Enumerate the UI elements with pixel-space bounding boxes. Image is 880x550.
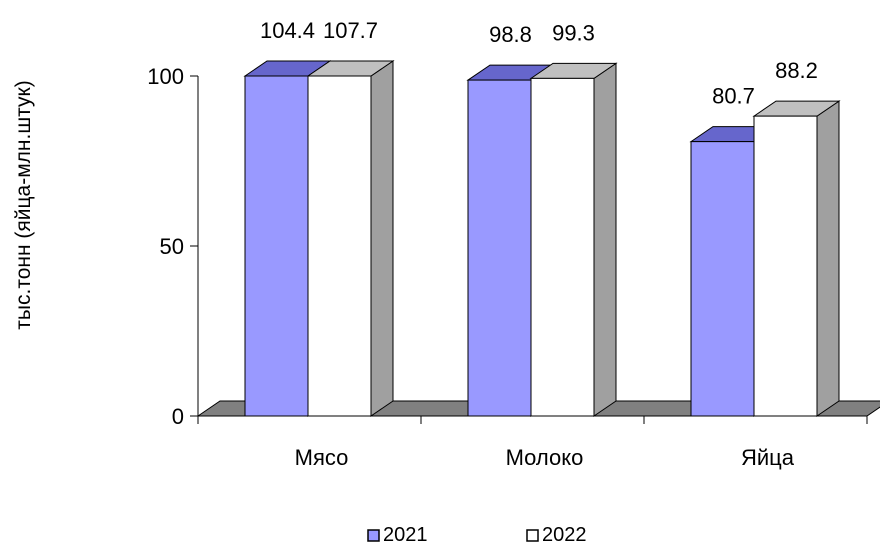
y-axis-label: тыс.тонн (яйца-млн.штук) (12, 80, 35, 329)
x-tick-label: Яйца (741, 445, 795, 470)
bar-2022-2 (752, 100, 841, 417)
y-tick-label: 0 (172, 404, 184, 429)
x-tick-label: Мясо (295, 445, 349, 470)
bar-side-face (370, 60, 394, 417)
bar-front-face (467, 79, 532, 417)
bar-front-face (307, 75, 372, 417)
legend-label-2022: 2022 (542, 524, 587, 546)
legend-swatch-2022 (526, 529, 539, 542)
legend: 2021 2022 (367, 524, 587, 546)
data-label: 98.8 (489, 22, 532, 47)
bar-side-face (593, 62, 617, 417)
bar-front-face (690, 141, 755, 417)
x-tick-label: Молоко (506, 445, 584, 470)
data-label: 80.7 (712, 84, 755, 109)
data-label: 88.2 (775, 58, 818, 83)
data-label: 104.4 (260, 18, 315, 43)
bar-side-face (816, 100, 840, 417)
y-tick-label: 100 (147, 64, 184, 89)
legend-label-2021: 2021 (383, 524, 428, 546)
plot-area: 0 50 100 104.4 107.7 Мясо 98.8 99.3 Молоко 80.7 88… (147, 18, 880, 470)
legend-swatch-2021 (367, 529, 380, 542)
bar-2022-0 (306, 60, 395, 417)
bar-front-face (753, 115, 818, 417)
bar-2022-1 (529, 62, 618, 417)
data-label: 99.3 (552, 20, 595, 45)
bar-front-face (244, 75, 309, 417)
bar-front-face (530, 77, 595, 417)
y-tick-label: 50 (160, 234, 184, 259)
data-label: 107.7 (323, 18, 378, 43)
